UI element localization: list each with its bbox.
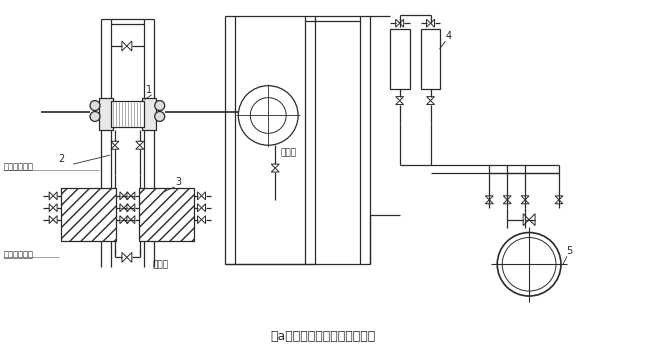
Polygon shape (555, 196, 563, 200)
Polygon shape (400, 19, 404, 27)
Polygon shape (111, 141, 119, 145)
Circle shape (155, 100, 165, 111)
Circle shape (90, 100, 100, 111)
Polygon shape (127, 216, 131, 224)
Polygon shape (271, 168, 280, 172)
Polygon shape (122, 252, 127, 262)
Polygon shape (136, 141, 144, 145)
Text: 隔离液终结面: 隔离液终结面 (3, 162, 34, 172)
Polygon shape (521, 200, 529, 204)
Text: （a）差压计装在节流装置下方: （a）差压计装在节流装置下方 (270, 330, 376, 343)
Polygon shape (396, 97, 404, 100)
Polygon shape (197, 204, 201, 212)
Polygon shape (523, 214, 529, 226)
Polygon shape (122, 41, 127, 51)
Polygon shape (201, 204, 206, 212)
Polygon shape (136, 145, 144, 149)
Polygon shape (485, 196, 493, 200)
Polygon shape (124, 192, 128, 200)
Circle shape (238, 86, 298, 145)
Polygon shape (120, 216, 124, 224)
Bar (111, 100, 144, 127)
Polygon shape (426, 100, 435, 105)
Polygon shape (53, 216, 57, 224)
Polygon shape (485, 200, 493, 204)
Polygon shape (197, 216, 201, 224)
Polygon shape (521, 196, 529, 200)
Polygon shape (503, 200, 511, 204)
Polygon shape (426, 19, 430, 27)
Polygon shape (49, 216, 53, 224)
Polygon shape (197, 192, 201, 200)
Polygon shape (131, 204, 135, 212)
Polygon shape (396, 19, 400, 27)
Circle shape (498, 232, 561, 296)
Text: 1: 1 (146, 85, 152, 95)
Text: 3: 3 (175, 177, 182, 187)
Text: 隔离液: 隔离液 (280, 148, 296, 157)
Polygon shape (127, 41, 132, 51)
Polygon shape (49, 204, 53, 212)
Polygon shape (426, 97, 435, 100)
Circle shape (90, 112, 100, 121)
Circle shape (250, 98, 286, 133)
Polygon shape (53, 204, 57, 212)
Polygon shape (503, 196, 511, 200)
Circle shape (155, 112, 165, 121)
Polygon shape (120, 204, 124, 212)
Text: 4: 4 (446, 31, 452, 41)
Circle shape (502, 238, 556, 291)
Polygon shape (53, 192, 57, 200)
Polygon shape (201, 192, 206, 200)
Polygon shape (127, 192, 131, 200)
Polygon shape (529, 214, 535, 226)
Polygon shape (111, 145, 119, 149)
Text: 被测液: 被测液 (153, 260, 169, 269)
Bar (142, 98, 156, 130)
Polygon shape (120, 192, 124, 200)
Polygon shape (124, 216, 128, 224)
Polygon shape (430, 19, 435, 27)
Polygon shape (555, 200, 563, 204)
Polygon shape (396, 100, 404, 105)
Polygon shape (131, 192, 135, 200)
Polygon shape (131, 216, 135, 224)
Polygon shape (127, 204, 131, 212)
Polygon shape (271, 164, 280, 168)
Polygon shape (49, 192, 53, 200)
Polygon shape (127, 252, 132, 262)
Polygon shape (124, 204, 128, 212)
Polygon shape (201, 216, 206, 224)
Bar (61, 188, 116, 242)
Bar (99, 98, 113, 130)
Text: 5: 5 (566, 246, 572, 256)
Text: 2: 2 (58, 154, 65, 164)
Bar (139, 188, 193, 242)
Bar (421, 29, 441, 89)
Bar (389, 29, 410, 89)
Text: 隔离液起始面: 隔离液起始面 (3, 250, 34, 259)
